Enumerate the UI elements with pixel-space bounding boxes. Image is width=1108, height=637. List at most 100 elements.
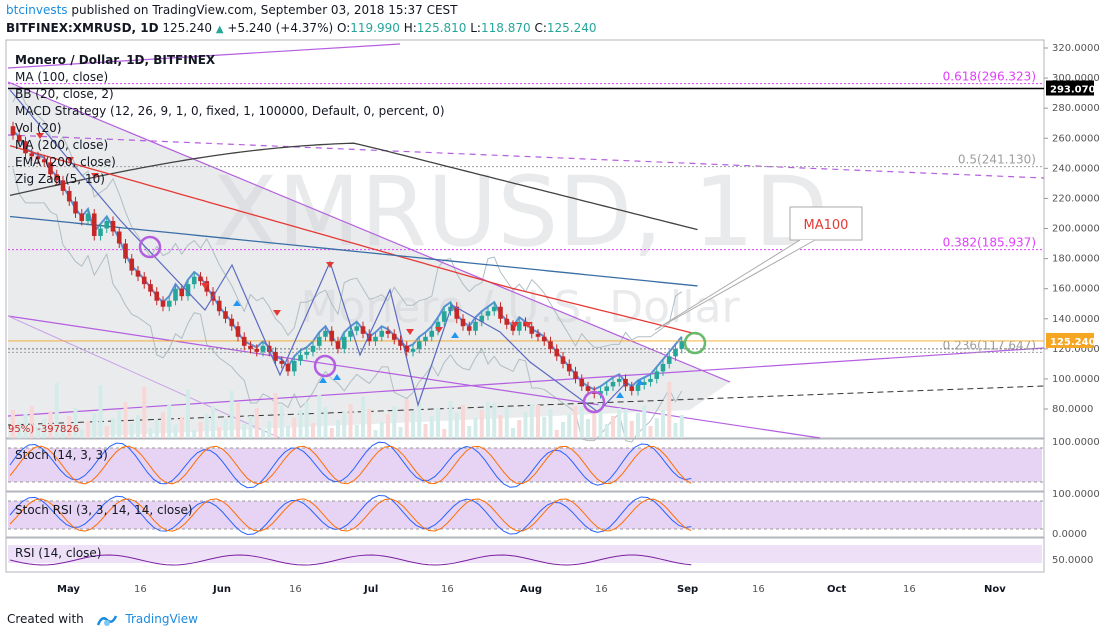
buy-arrow-icon <box>636 379 644 385</box>
highlight-circle <box>138 235 162 259</box>
rsi-line <box>9 554 692 566</box>
candle-body <box>198 276 203 282</box>
candle-body <box>623 378 628 387</box>
candle-body <box>273 351 278 361</box>
candle-body <box>585 386 591 391</box>
volume-bar <box>661 410 665 438</box>
main-chart-svg[interactable]: XMRUSD, 1D Monero / U.S. Dollar 0.618(29… <box>0 0 1108 600</box>
y-tick-label: 260.0000 <box>1052 133 1100 144</box>
volume-bar <box>561 422 565 438</box>
candle-body <box>341 336 347 349</box>
volume-bar <box>23 414 28 438</box>
stochrsi-pane-frame <box>5 491 1045 538</box>
candle-body <box>316 336 322 346</box>
volume-bar <box>586 419 590 438</box>
buy-arrow-icon <box>319 377 327 383</box>
legend-vol[interactable]: Vol (20) <box>15 121 62 135</box>
candle-body <box>229 318 235 327</box>
legend-macd[interactable]: MACD Strategy (12, 26, 9, 1, 0, fixed, 1… <box>15 104 445 118</box>
candle-body <box>285 363 291 372</box>
legend-ema200[interactable]: EMA (200, close) <box>15 155 116 169</box>
candle-body <box>23 141 28 154</box>
stoch-d-line <box>9 445 692 485</box>
legend-bb[interactable]: BB (20, close, 2) <box>15 87 114 101</box>
stochrsi-legend[interactable]: Stoch RSI (3, 3, 14, 14, close) <box>15 503 193 517</box>
volume-bar <box>623 409 628 438</box>
volume-bar <box>598 403 603 438</box>
volume-bar <box>486 402 490 438</box>
x-tick-label: Jun <box>213 584 231 595</box>
volume-bar <box>42 419 47 438</box>
candle-body <box>398 339 403 346</box>
candle-body <box>554 348 560 357</box>
publish-text: published on TradingView.com, September … <box>67 3 458 17</box>
zigzag-polyline <box>9 89 626 413</box>
candle-body <box>498 306 503 319</box>
y-tick-label: 180.0000 <box>1052 254 1100 265</box>
volume-bar <box>573 406 578 438</box>
volume-bar <box>336 420 340 438</box>
y-tick-label: 120.0000 <box>1052 344 1100 355</box>
volume-bar <box>67 416 72 438</box>
volume-bar <box>86 421 90 438</box>
volume-bar <box>154 420 159 438</box>
fib-level-label: 0.382(185.937) <box>943 236 1036 250</box>
stoch-legend[interactable]: Stoch (14, 3, 3) <box>15 448 108 462</box>
author-link[interactable]: btcinvests <box>6 3 68 17</box>
price-axis[interactable]: 320.0000 300.0000 280.0000 260.0000 240.0000… <box>1044 43 1100 415</box>
volume-bar <box>461 405 465 438</box>
legend-ma200[interactable]: MA (200, close) <box>15 138 109 152</box>
candle-body <box>329 330 335 342</box>
change-up-icon: ▲ <box>215 24 224 35</box>
candle-body <box>223 311 228 319</box>
candle-body <box>648 378 653 382</box>
volume-bar <box>192 430 197 438</box>
candle-body <box>260 345 266 352</box>
sell-arrow-icon <box>511 322 519 328</box>
tradingview-link[interactable]: TradingView <box>125 612 198 626</box>
ohlc-line: BITFINEX:XMRUSD, 1D 125.240 ▲ +5.240 (+4… <box>6 21 596 37</box>
volume-bar <box>304 402 309 438</box>
strategy-equity-label: 95%) -397826 <box>8 424 79 435</box>
high-price-tag: 293.070 <box>1050 85 1096 96</box>
volume-bar <box>604 424 609 438</box>
rsi-legend[interactable]: RSI (14, close) <box>15 546 102 560</box>
volume-bar <box>286 426 290 438</box>
volume-bar <box>492 403 497 438</box>
candle-body <box>185 284 191 297</box>
candle-body <box>91 213 97 237</box>
candle-body <box>404 345 410 352</box>
volume-bar <box>554 430 559 438</box>
ma100-callout-box <box>789 206 863 241</box>
volume-bar <box>123 402 128 438</box>
buy-arrow-icon <box>233 300 241 306</box>
channel-line <box>7 347 1045 417</box>
y-tick-label: 100.0000 <box>1052 374 1100 385</box>
sell-arrow-icon <box>201 283 209 289</box>
volume-bar <box>354 425 359 438</box>
volume-bar <box>548 409 553 438</box>
candle-body <box>266 345 272 352</box>
highlight-circle <box>582 390 606 414</box>
candle-body <box>79 213 85 221</box>
legend-ma100[interactable]: MA (100, close) <box>15 70 109 84</box>
volume-bar <box>542 417 547 438</box>
volume-bar <box>329 428 334 438</box>
volume-bar <box>617 408 622 438</box>
volume-bar <box>523 412 528 438</box>
candlesticks <box>10 121 685 399</box>
volume-bar <box>473 418 478 438</box>
subpane-tick-label: 0.0000 <box>1052 529 1087 540</box>
candle-body <box>535 333 541 337</box>
stochrsi-k-line <box>9 494 692 535</box>
volume-bar <box>536 405 540 438</box>
volume-bar <box>261 429 265 438</box>
ma200-line <box>9 215 698 287</box>
close-label: C: <box>534 21 547 35</box>
strategy-markers <box>36 133 707 414</box>
volume-bar <box>179 417 184 438</box>
publish-line: btcinvests published on TradingView.com,… <box>6 3 458 19</box>
legend-zigzag[interactable]: Zig Zag (5, 10) <box>15 172 105 186</box>
volume-bar <box>204 414 209 438</box>
x-tick-label: Aug <box>520 584 543 595</box>
